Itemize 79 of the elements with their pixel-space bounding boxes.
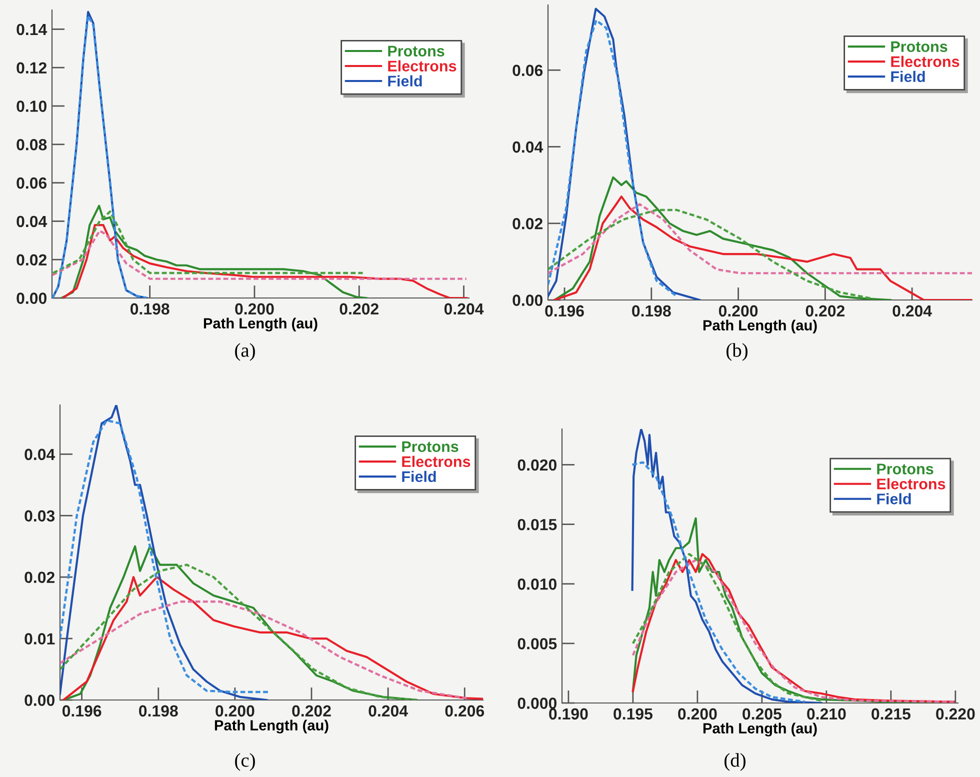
text: (a) xyxy=(235,343,255,361)
y-tick-label: 0.12 xyxy=(16,62,46,74)
y-tick-label: 0.02 xyxy=(16,254,46,266)
x-tick-label: 0.198 xyxy=(130,303,170,315)
y-tick-label: 0.06 xyxy=(512,64,543,76)
y-tick-label: 0.020 xyxy=(518,459,556,471)
legend-label: Protons xyxy=(877,464,934,474)
y-tick-label: 0.06 xyxy=(16,177,47,189)
y-tick-label: 0.03 xyxy=(24,510,55,522)
x-tick-label: 0.204 xyxy=(892,305,932,317)
x-tick-label: 0.215 xyxy=(872,708,910,720)
x-tick-label: 0.198 xyxy=(632,305,671,317)
line-series xyxy=(631,461,806,703)
legend-label: Field xyxy=(402,470,436,482)
x-tick-label: 0.198 xyxy=(139,705,178,717)
x-tick-label: 0.202 xyxy=(806,305,845,317)
x-tick-label: 0.204 xyxy=(444,303,484,315)
line-series xyxy=(548,208,874,300)
text: (b) xyxy=(726,343,748,361)
y-tick-label: 0.04 xyxy=(24,448,56,460)
legend-label: Field xyxy=(877,493,911,504)
line-series xyxy=(631,429,822,703)
x-axis-title: Path Length (au) xyxy=(703,320,817,334)
x-tick-label: 0.200 xyxy=(216,705,254,717)
x-tick-label: 0.200 xyxy=(678,708,717,720)
line-series xyxy=(62,224,468,298)
line-series xyxy=(553,196,972,300)
y-tick-label: 0.04 xyxy=(16,216,48,228)
legend-label: Protons xyxy=(891,41,948,52)
y-tick-label: 0.08 xyxy=(16,139,47,150)
x-axis-title: Path Length (au) xyxy=(204,318,318,332)
line-series xyxy=(52,230,468,280)
line-series xyxy=(62,576,483,700)
line-series xyxy=(548,203,972,274)
x-tick-label: 0.196 xyxy=(545,305,584,317)
y-tick-label: 0.000 xyxy=(518,698,556,709)
line-series xyxy=(548,19,678,298)
x-tick-label: 0.200 xyxy=(235,303,274,315)
x-tick-label: 0.190 xyxy=(549,708,588,720)
y-tick-label: 0.10 xyxy=(16,100,46,112)
legend-label: Field xyxy=(388,75,422,86)
x-tick-label: 0.202 xyxy=(340,303,378,315)
y-tick-label: 0.02 xyxy=(24,572,54,584)
legend-label: Electrons xyxy=(891,56,960,68)
line-series xyxy=(632,552,823,702)
x-tick-label: 0.220 xyxy=(936,708,975,720)
line-series xyxy=(52,210,364,274)
legend-label: Electrons xyxy=(877,478,946,490)
legend-label: Electrons xyxy=(402,456,470,468)
text: (c) xyxy=(235,753,255,771)
y-tick-label: 0.02 xyxy=(512,218,542,230)
y-tick-label: 0.00 xyxy=(24,694,54,706)
x-tick-label: 0.204 xyxy=(368,705,408,717)
x-axis-title: Path Length (au) xyxy=(214,720,328,734)
line-series xyxy=(553,176,892,300)
x-tick-label: 0.202 xyxy=(292,705,331,717)
x-tick-label: 0.210 xyxy=(807,708,846,720)
x-tick-label: 0.196 xyxy=(62,705,102,717)
text: (d) xyxy=(724,753,746,771)
x-tick-label: 0.205 xyxy=(742,708,782,720)
y-tick-label: 0.14 xyxy=(16,24,48,36)
legend-label: Protons xyxy=(388,46,444,56)
x-axis-title: Path Length (au) xyxy=(703,722,817,736)
y-tick-label: 0.01 xyxy=(24,633,55,644)
y-tick-label: 0.005 xyxy=(518,638,557,650)
y-tick-label: 0.015 xyxy=(518,518,557,530)
y-tick-label: 0.04 xyxy=(512,141,544,153)
legend-label: Field xyxy=(891,70,925,82)
line-series xyxy=(548,8,701,300)
line-series xyxy=(60,204,368,298)
legend-label: Protons xyxy=(402,441,458,452)
x-tick-label: 0.206 xyxy=(445,705,484,717)
x-tick-label: 0.200 xyxy=(718,305,758,317)
line-series xyxy=(60,600,468,700)
x-tick-label: 0.195 xyxy=(614,708,652,720)
y-tick-label: 0.00 xyxy=(16,292,46,304)
y-tick-label: 0.010 xyxy=(518,578,556,590)
legend-label: Electrons xyxy=(388,60,456,72)
y-tick-label: 0.00 xyxy=(512,294,542,306)
